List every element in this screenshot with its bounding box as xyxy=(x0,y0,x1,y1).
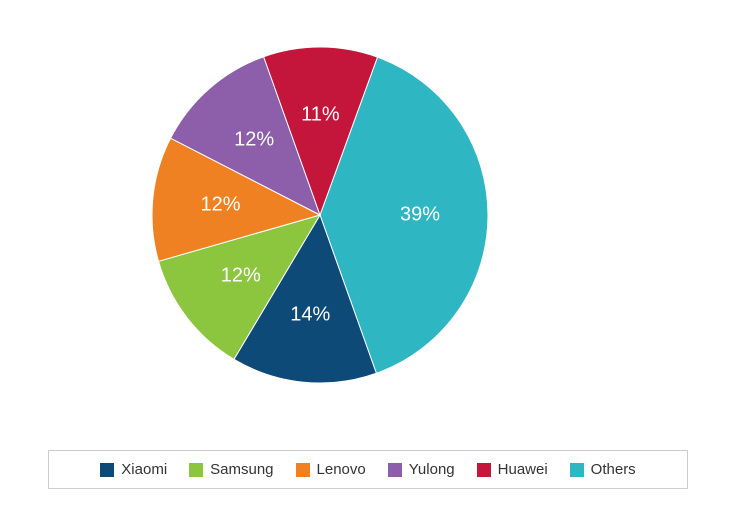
legend-label: Lenovo xyxy=(317,461,366,478)
pie-label-huawei: 11% xyxy=(301,104,340,127)
pie-label-samsung: 12% xyxy=(221,265,261,288)
legend-item-xiaomi[interactable]: Xiaomi xyxy=(100,461,167,478)
chart-legend: Xiaomi Samsung Lenovo Yulong Huawei Others xyxy=(48,450,688,489)
legend-label: Xiaomi xyxy=(121,461,167,478)
legend-label: Yulong xyxy=(409,461,455,478)
legend-item-samsung[interactable]: Samsung xyxy=(189,461,273,478)
legend-swatch-icon xyxy=(100,463,114,477)
legend-swatch-icon xyxy=(296,463,310,477)
pie-label-lenovo: 12% xyxy=(200,194,240,217)
legend-label: Others xyxy=(591,461,636,478)
legend-swatch-icon xyxy=(388,463,402,477)
pie-chart: 39% 14% 12% 12% 12% 11% xyxy=(0,0,736,440)
pie-label-others: 39% xyxy=(400,204,440,227)
pie-label-xiaomi: 14% xyxy=(290,303,330,326)
legend-item-yulong[interactable]: Yulong xyxy=(388,461,455,478)
legend-item-huawei[interactable]: Huawei xyxy=(477,461,548,478)
legend-item-lenovo[interactable]: Lenovo xyxy=(296,461,366,478)
legend-swatch-icon xyxy=(477,463,491,477)
pie-svg xyxy=(0,0,736,440)
pie-label-yulong: 12% xyxy=(234,128,274,151)
legend-swatch-icon xyxy=(189,463,203,477)
legend-item-others[interactable]: Others xyxy=(570,461,636,478)
legend-swatch-icon xyxy=(570,463,584,477)
legend-label: Huawei xyxy=(498,461,548,478)
legend-label: Samsung xyxy=(210,461,273,478)
